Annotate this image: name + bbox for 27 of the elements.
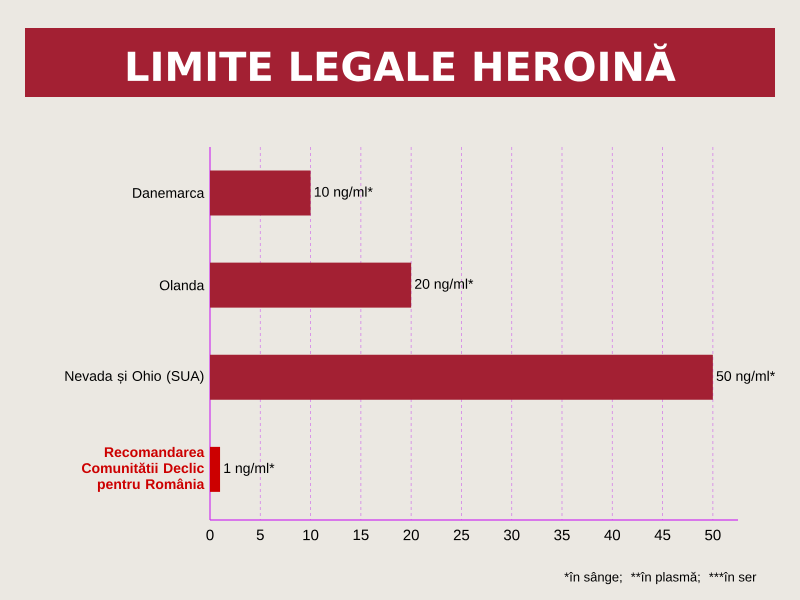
data-label: 50 ng/ml*	[716, 370, 775, 384]
text: *în sânge;	[564, 572, 622, 584]
data-label: 20 ng/ml*	[415, 278, 474, 292]
x-tick-label: 5	[256, 530, 264, 540]
bar	[210, 354, 713, 400]
x-tick-label: 25	[454, 530, 470, 540]
text: **în plasmă;	[630, 572, 700, 584]
bar	[210, 262, 412, 308]
chart-title: LIMITE LEGALE HEROINĂ	[128, 44, 676, 82]
y-tick-label: Recomandarea Comunitătii Declic pentru România	[82, 446, 204, 492]
x-tick-label: 45	[654, 530, 670, 540]
x-tick-label: 50	[705, 530, 721, 540]
bar	[210, 446, 220, 492]
x-tick-label: 10	[303, 530, 318, 540]
y-tick-label: Nevada și Ohio (SUA)	[65, 370, 204, 384]
data-label: 10 ng/ml*	[314, 186, 373, 200]
x-tick-label: 35	[554, 530, 570, 540]
data-label: 1 ng/ml*	[224, 462, 274, 476]
x-tick-label: 40	[604, 530, 620, 540]
x-tick-label: 20	[404, 530, 419, 540]
x-tick-label: 15	[354, 530, 369, 540]
x-tick-label: 30	[504, 530, 520, 540]
y-tick-label: Danemarca	[133, 188, 204, 198]
bar	[210, 170, 311, 216]
text: ***în ser	[708, 572, 756, 582]
x-tick-label: 0	[206, 530, 214, 540]
y-tick-label: Olanda	[160, 280, 204, 290]
